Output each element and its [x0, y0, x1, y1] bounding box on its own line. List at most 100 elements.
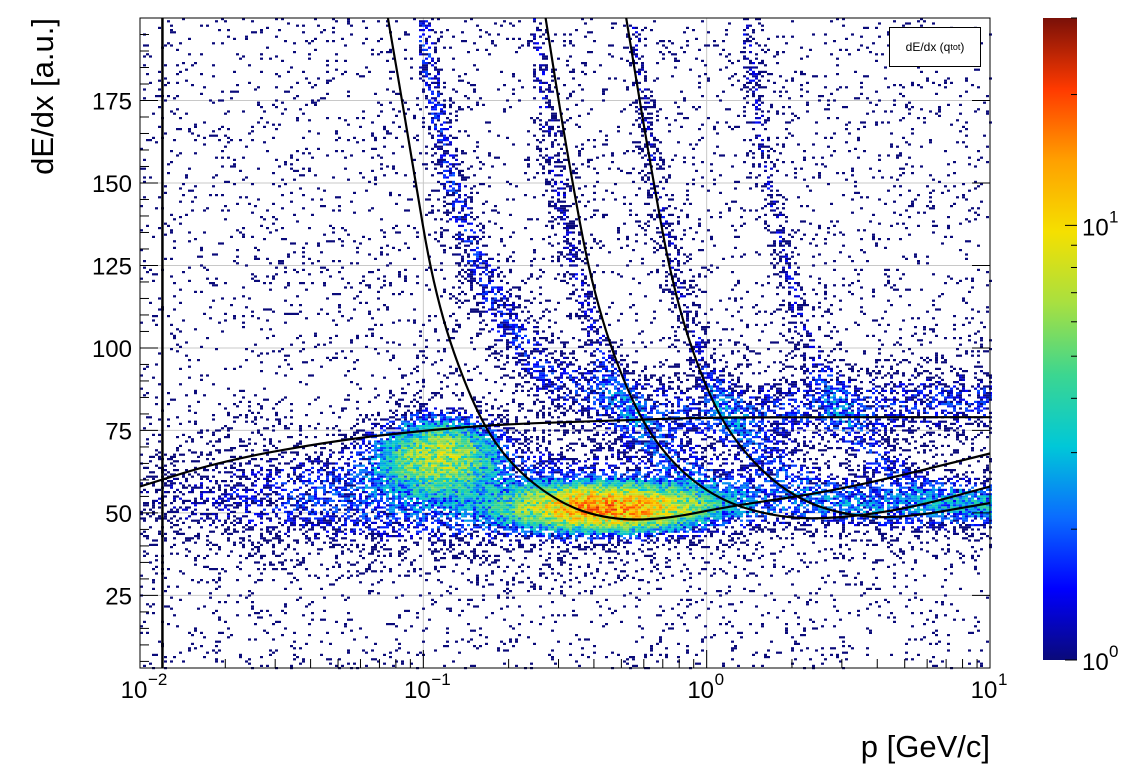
heatmap-cell: [218, 572, 221, 575]
heatmap-cell: [299, 108, 302, 111]
heatmap-cell: [299, 493, 302, 496]
heatmap-cell: [431, 81, 434, 84]
heatmap-cell: [404, 477, 407, 480]
heatmap-cell: [446, 176, 449, 179]
heatmap-cell: [446, 480, 449, 483]
heatmap-cell: [170, 482, 173, 485]
heatmap-cell: [260, 473, 263, 476]
heatmap-cell: [197, 455, 200, 458]
heatmap-cell: [254, 513, 257, 516]
heatmap-cell: [377, 592, 380, 595]
heatmap-cell: [407, 466, 410, 469]
heatmap-cell: [149, 55, 152, 58]
heatmap-cell: [284, 425, 287, 428]
heatmap-cell: [350, 436, 353, 439]
heatmap-cell: [428, 451, 431, 454]
heatmap-cell: [425, 526, 428, 529]
heatmap-cell: [272, 537, 275, 540]
heatmap-cell: [371, 528, 374, 531]
heatmap-cell: [416, 427, 419, 430]
heatmap-cell: [440, 519, 443, 522]
heatmap-cell: [290, 460, 293, 463]
heatmap-cell: [449, 528, 452, 531]
heatmap-cell: [341, 530, 344, 533]
heatmap-cell: [419, 453, 422, 456]
heatmap-cell: [398, 418, 401, 421]
heatmap-cell: [221, 502, 224, 505]
heatmap-cell: [350, 262, 353, 265]
heatmap-cell: [338, 306, 341, 309]
heatmap-cell: [194, 486, 197, 489]
heatmap-cell: [404, 517, 407, 520]
heatmap-cell: [389, 497, 392, 500]
heatmap-cell: [374, 323, 377, 326]
heatmap-cell: [458, 442, 461, 445]
heatmap-cell: [350, 442, 353, 445]
heatmap-cell: [341, 515, 344, 518]
heatmap-cell: [362, 572, 365, 575]
heatmap-cell: [182, 499, 185, 502]
heatmap-cell: [179, 301, 182, 304]
heatmap-cell: [302, 447, 305, 450]
heatmap-cell: [440, 244, 443, 247]
heatmap-cell: [152, 455, 155, 458]
heatmap-cell: [170, 526, 173, 529]
heatmap-cell: [290, 519, 293, 522]
heatmap-cell: [449, 407, 452, 410]
heatmap-cell: [149, 561, 152, 564]
heatmap-cell: [377, 464, 380, 467]
heatmap-cell: [182, 484, 185, 487]
heatmap-cell: [374, 462, 377, 465]
heatmap-cell: [437, 81, 440, 84]
heatmap-cell: [416, 469, 419, 472]
heatmap-cell: [269, 649, 272, 652]
heatmap-cell: [425, 506, 428, 509]
heatmap-cell: [386, 515, 389, 518]
heatmap-cell: [404, 546, 407, 549]
heatmap-cell: [149, 662, 152, 665]
heatmap-cell: [239, 568, 242, 571]
heatmap-cell: [347, 398, 350, 401]
heatmap-cell: [437, 130, 440, 133]
heatmap-cell: [242, 178, 245, 181]
heatmap-cell: [323, 486, 326, 489]
heatmap-cell: [404, 528, 407, 531]
heatmap-cell: [446, 418, 449, 421]
heatmap-cell: [428, 453, 431, 456]
heatmap-cell: [422, 44, 425, 47]
heatmap-cell: [350, 629, 353, 632]
heatmap-cell: [380, 444, 383, 447]
heatmap-cell: [437, 436, 440, 439]
heatmap-cell: [260, 517, 263, 520]
heatmap-cell: [158, 196, 161, 199]
heatmap-cell: [425, 24, 428, 27]
heatmap-cell: [251, 458, 254, 461]
heatmap-cell: [284, 451, 287, 454]
heatmap-cell: [452, 508, 455, 511]
heatmap-cell: [182, 541, 185, 544]
heatmap-cell: [452, 180, 455, 183]
heatmap-cell: [293, 521, 296, 524]
heatmap-cell: [455, 429, 458, 432]
heatmap-cell: [302, 262, 305, 265]
heatmap-cell: [215, 464, 218, 467]
heatmap-cell: [251, 482, 254, 485]
heatmap-cell: [449, 99, 452, 102]
heatmap-cell: [434, 427, 437, 430]
heatmap-cell: [425, 504, 428, 507]
heatmap-cell: [320, 497, 323, 500]
heatmap-cell: [284, 266, 287, 269]
heatmap-cell: [308, 574, 311, 577]
heatmap-cell: [353, 504, 356, 507]
heatmap-cell: [257, 249, 260, 252]
heatmap-cell: [446, 429, 449, 432]
heatmap-cell: [212, 414, 215, 417]
heatmap-cell: [275, 414, 278, 417]
heatmap-cell: [386, 440, 389, 443]
heatmap-cell: [335, 620, 338, 623]
heatmap-cell: [458, 172, 461, 175]
heatmap-cell: [458, 425, 461, 428]
heatmap-cell: [461, 79, 464, 82]
heatmap-cell: [251, 488, 254, 491]
heatmap-cell: [410, 497, 413, 500]
